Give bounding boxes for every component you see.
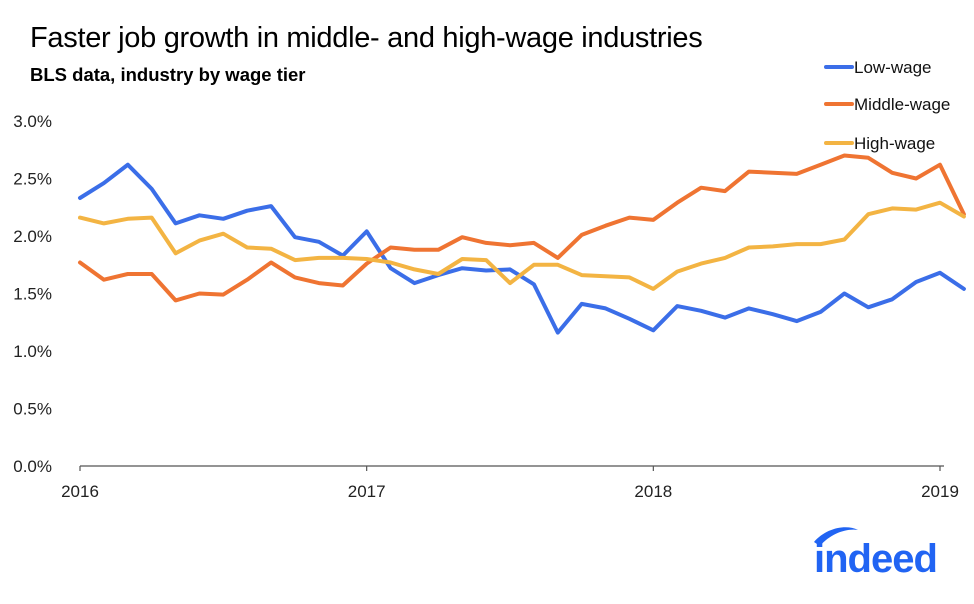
x-tick-label: 2019 [921,482,959,501]
indeed-logo-text: indeed [814,537,937,581]
y-tick-label: 1.0% [13,342,52,361]
series-line-low-wage [78,162,966,335]
y-tick-label: 2.0% [13,227,52,246]
y-tick-label: 2.5% [13,170,52,189]
y-tick-label: 0.5% [13,400,52,419]
indeed-logo: indeed [814,527,938,581]
series-line-high-wage [78,200,966,291]
legend-label-high-wage: High-wage [854,134,935,153]
y-tick-label: 0.0% [13,457,52,476]
x-tick-label: 2018 [634,482,672,501]
chart-title: Faster job growth in middle- and high-wa… [30,22,703,54]
x-tick-label: 2016 [61,482,99,501]
axes-group: 0.0% 0.5% 1.0% 1.5% 2.0% 2.5% 3.0% 2016 2017 2018… [13,112,959,501]
legend-label-middle-wage: Middle-wage [854,95,950,114]
indeed-logo-swoosh [814,527,858,546]
legend-label-low-wage: Low-wage [854,58,932,77]
y-tick-label: 1.5% [13,285,52,304]
x-tick-label: 2017 [348,482,386,501]
chart-subtitle: BLS data, industry by wage tier [30,64,306,85]
y-tick-label: 3.0% [13,112,52,131]
series-lines-group [78,153,966,335]
series-line-middle-wage [78,153,966,303]
legend: Low-wage Middle-wage High-wage [824,58,950,153]
